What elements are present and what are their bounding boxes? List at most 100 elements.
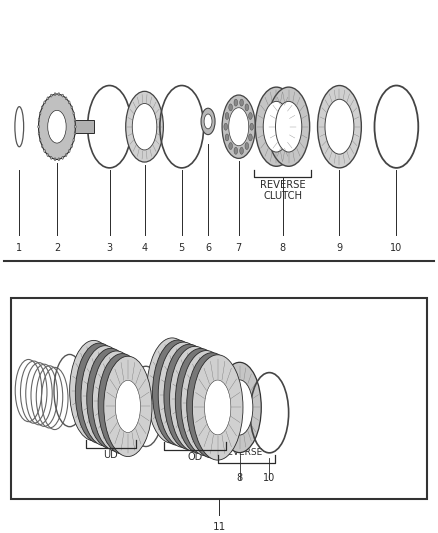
Ellipse shape (165, 365, 191, 420)
Text: 9: 9 (336, 243, 343, 253)
Text: 4: 4 (141, 243, 148, 253)
Ellipse shape (73, 112, 74, 115)
Ellipse shape (75, 343, 124, 443)
Ellipse shape (159, 363, 185, 418)
Ellipse shape (68, 101, 70, 104)
Ellipse shape (81, 365, 106, 417)
Bar (11, 298, 427, 499)
Ellipse shape (104, 356, 152, 457)
Ellipse shape (240, 99, 244, 106)
Ellipse shape (62, 94, 64, 97)
Ellipse shape (38, 132, 40, 135)
Ellipse shape (74, 118, 76, 122)
Text: 2: 2 (54, 243, 60, 253)
Text: 10: 10 (390, 243, 403, 253)
Ellipse shape (74, 125, 76, 128)
Ellipse shape (193, 376, 219, 431)
Ellipse shape (152, 340, 203, 446)
Ellipse shape (41, 144, 43, 148)
Ellipse shape (54, 158, 56, 161)
Text: 8: 8 (279, 243, 286, 253)
Ellipse shape (224, 123, 228, 130)
Ellipse shape (50, 94, 52, 97)
Ellipse shape (71, 144, 73, 148)
Ellipse shape (229, 142, 233, 149)
Text: 6: 6 (205, 243, 211, 253)
Ellipse shape (104, 375, 129, 427)
Ellipse shape (222, 95, 255, 158)
Ellipse shape (182, 372, 208, 426)
Ellipse shape (132, 103, 157, 150)
Ellipse shape (245, 142, 249, 149)
Ellipse shape (192, 355, 243, 460)
Text: 8: 8 (237, 473, 243, 483)
Ellipse shape (54, 93, 56, 95)
Ellipse shape (81, 346, 129, 446)
Ellipse shape (38, 125, 39, 128)
Ellipse shape (255, 87, 297, 166)
Ellipse shape (187, 353, 237, 458)
Ellipse shape (175, 349, 226, 454)
Ellipse shape (234, 99, 238, 106)
Ellipse shape (205, 380, 231, 435)
Ellipse shape (226, 380, 253, 435)
Ellipse shape (234, 147, 238, 154)
Ellipse shape (44, 150, 46, 152)
Ellipse shape (218, 362, 261, 453)
Ellipse shape (199, 378, 225, 433)
Ellipse shape (158, 342, 209, 447)
Ellipse shape (115, 381, 141, 432)
Ellipse shape (68, 150, 70, 152)
Ellipse shape (229, 108, 249, 146)
Text: 5: 5 (179, 243, 185, 253)
Ellipse shape (39, 94, 75, 159)
Text: 10: 10 (263, 473, 276, 483)
Ellipse shape (225, 112, 229, 119)
Text: CLUTCH: CLUTCH (263, 191, 302, 200)
Text: REVERSE: REVERSE (260, 180, 305, 190)
Ellipse shape (325, 99, 354, 154)
Ellipse shape (92, 351, 141, 451)
Ellipse shape (249, 134, 252, 141)
Ellipse shape (70, 341, 118, 441)
Ellipse shape (39, 112, 41, 115)
Ellipse shape (65, 97, 67, 100)
Ellipse shape (87, 349, 135, 449)
Ellipse shape (74, 132, 76, 135)
Ellipse shape (181, 351, 232, 456)
Ellipse shape (48, 110, 66, 143)
Ellipse shape (204, 114, 212, 129)
Ellipse shape (126, 91, 163, 162)
Ellipse shape (245, 104, 249, 111)
Ellipse shape (249, 112, 252, 119)
Text: 1: 1 (16, 243, 22, 253)
Text: OD: OD (187, 452, 202, 462)
Ellipse shape (65, 154, 67, 157)
Text: UD: UD (103, 450, 118, 459)
Text: 7: 7 (236, 243, 242, 253)
Ellipse shape (147, 338, 198, 443)
Ellipse shape (62, 156, 64, 159)
Ellipse shape (38, 118, 40, 122)
Ellipse shape (268, 87, 310, 166)
Ellipse shape (201, 108, 215, 135)
Ellipse shape (250, 123, 254, 130)
Ellipse shape (164, 344, 215, 449)
Ellipse shape (87, 367, 112, 419)
Ellipse shape (39, 139, 41, 141)
Text: 3: 3 (106, 243, 113, 253)
Ellipse shape (58, 93, 60, 95)
Ellipse shape (176, 369, 202, 424)
Ellipse shape (98, 373, 124, 425)
Ellipse shape (240, 147, 244, 154)
Ellipse shape (92, 370, 118, 422)
Ellipse shape (58, 158, 60, 161)
Ellipse shape (44, 101, 46, 104)
Ellipse shape (170, 346, 220, 451)
Ellipse shape (98, 353, 146, 454)
Ellipse shape (276, 101, 302, 152)
Ellipse shape (73, 139, 74, 141)
Bar (57, 120, 94, 133)
Text: 11: 11 (212, 522, 226, 531)
Ellipse shape (225, 134, 229, 141)
